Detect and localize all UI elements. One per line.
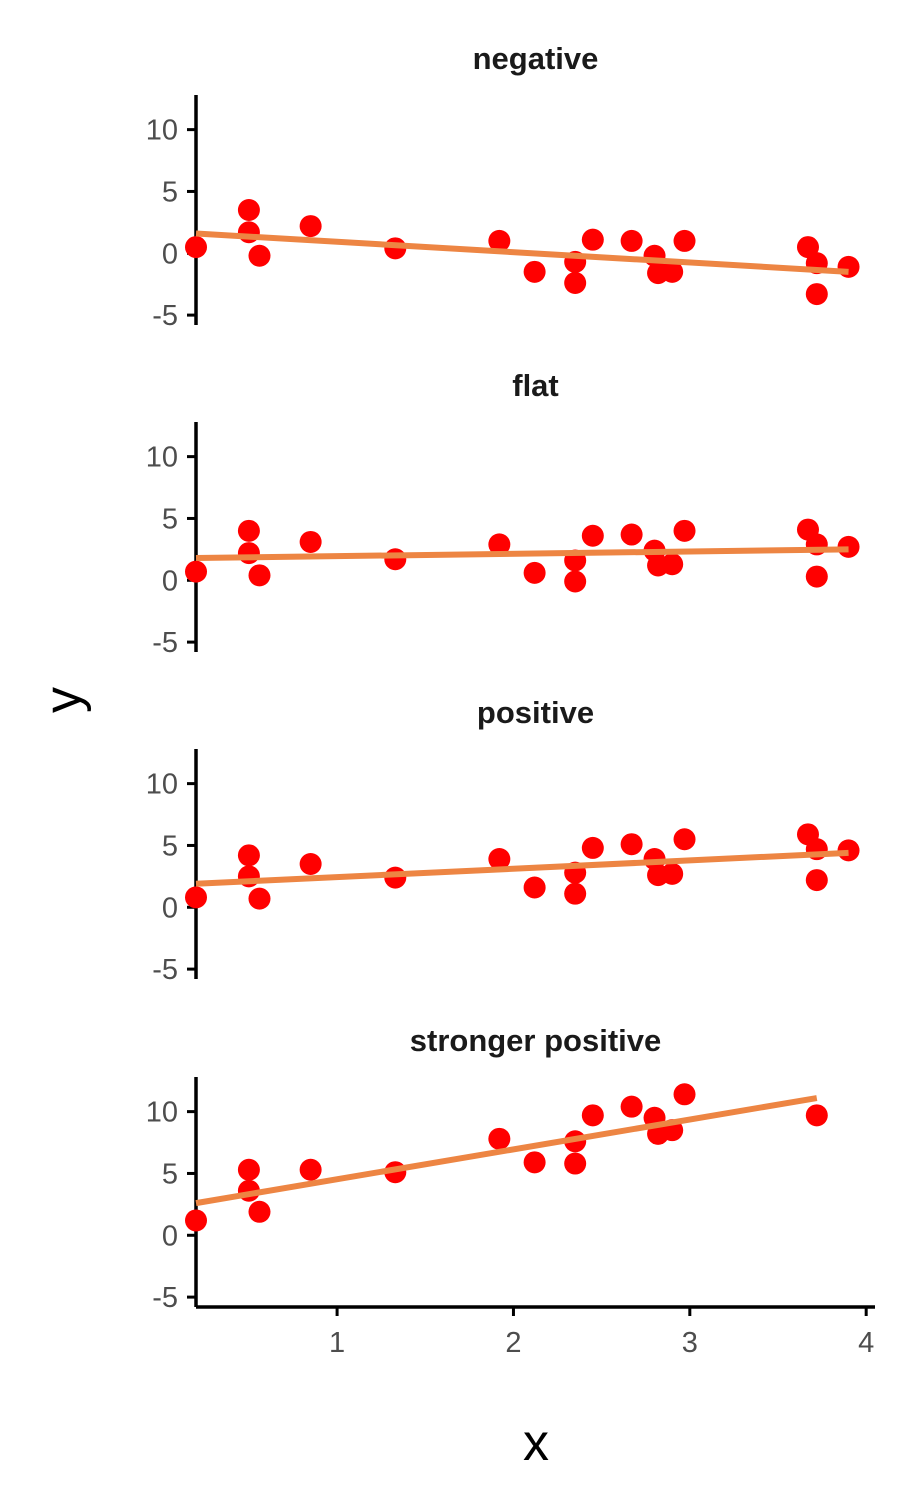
panel-title: flat	[512, 368, 559, 403]
y-tick-label: 5	[162, 830, 178, 862]
panel-4: stronger positive -5 0 5 10 1 2 3 4	[146, 1023, 875, 1359]
y-tick-label: -5	[152, 954, 178, 986]
data-point	[237, 1158, 260, 1181]
panel-title: stronger positive	[410, 1023, 662, 1058]
panel-title: negative	[473, 41, 599, 76]
fit-line	[195, 849, 849, 887]
data-point	[237, 542, 260, 565]
fit-line	[195, 1095, 818, 1207]
data-point	[661, 553, 684, 576]
data-point	[805, 869, 828, 892]
data-point	[661, 862, 684, 885]
y-axis-title: y	[34, 687, 92, 713]
data-point	[581, 1104, 604, 1127]
x-tick-label: 1	[329, 1327, 345, 1359]
panel-title: positive	[477, 695, 594, 730]
x-tick-label: 2	[505, 1327, 521, 1359]
panel-1: negative -5 0 5 10	[146, 41, 860, 332]
panel-2: flat -5 0 5 10	[146, 368, 860, 659]
data-point	[523, 561, 546, 584]
data-point	[805, 283, 828, 306]
data-point	[299, 853, 322, 875]
y-tick-label: 5	[162, 1158, 178, 1190]
data-point	[805, 1104, 828, 1127]
x-tick-label: 3	[682, 1327, 698, 1359]
data-point	[185, 1209, 207, 1232]
y-tick-label: 10	[146, 115, 178, 147]
x-axis-title: x	[523, 1414, 549, 1472]
data-point	[248, 564, 271, 587]
data-point	[581, 228, 604, 251]
y-tick-label: 0	[162, 565, 178, 597]
data-point	[523, 1151, 546, 1174]
data-point	[564, 882, 587, 905]
data-point	[564, 271, 587, 294]
data-point	[581, 836, 604, 859]
data-point	[673, 828, 696, 851]
fit-line	[195, 230, 849, 275]
y-tick-label: 5	[162, 503, 178, 535]
y-tick-label: 0	[162, 1220, 178, 1252]
data-point	[581, 524, 604, 547]
data-point	[673, 1083, 696, 1106]
data-point	[237, 519, 260, 542]
data-point	[185, 886, 207, 909]
data-point	[248, 887, 271, 910]
data-point	[620, 229, 643, 252]
data-point	[488, 533, 511, 556]
y-tick-label: 10	[146, 769, 178, 801]
y-tick-label: -5	[152, 300, 178, 332]
data-point	[620, 833, 643, 856]
data-point	[837, 255, 860, 278]
data-point	[237, 199, 260, 221]
y-tick-label: 10	[146, 1097, 178, 1129]
fit-line	[195, 546, 849, 562]
data-point	[488, 1127, 511, 1150]
data-point	[620, 523, 643, 546]
data-point	[185, 560, 207, 583]
data-point	[805, 565, 828, 588]
panel-3: positive -5 0 5 10	[146, 695, 860, 986]
data-point	[673, 229, 696, 252]
data-point	[488, 229, 511, 252]
data-point	[661, 260, 684, 283]
data-point	[564, 1152, 587, 1175]
y-tick-label: 0	[162, 892, 178, 924]
y-tick-label: 10	[146, 442, 178, 474]
y-tick-label: 5	[162, 176, 178, 208]
data-point	[248, 1200, 271, 1223]
data-point	[237, 844, 260, 867]
data-point	[564, 570, 587, 593]
data-point	[384, 548, 407, 571]
data-point	[523, 876, 546, 899]
data-point	[523, 260, 546, 283]
data-point	[248, 244, 271, 267]
data-point	[620, 1095, 643, 1118]
y-tick-label: -5	[152, 627, 178, 659]
chart-panels: negative-50510flat-50510positive-50510st…	[146, 41, 875, 1359]
data-point	[299, 530, 322, 553]
x-tick-label: 4	[858, 1327, 874, 1359]
data-point	[185, 236, 207, 259]
data-point	[796, 236, 819, 259]
data-point	[299, 1158, 322, 1181]
y-tick-label: 0	[162, 238, 178, 270]
data-point	[299, 215, 322, 238]
data-point	[673, 519, 696, 542]
data-point	[488, 848, 511, 871]
y-tick-label: -5	[152, 1282, 178, 1314]
